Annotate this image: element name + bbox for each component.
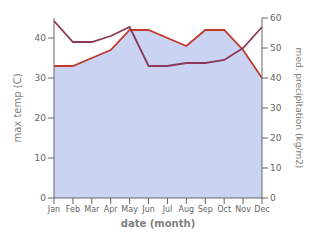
- svg-text:30: 30: [35, 73, 47, 83]
- svg-text:date (month): date (month): [121, 218, 195, 229]
- svg-text:Jan: Jan: [47, 205, 60, 214]
- svg-text:Mar: Mar: [84, 205, 100, 214]
- svg-text:20: 20: [35, 113, 47, 123]
- svg-text:30: 30: [270, 103, 282, 113]
- svg-text:max temp (C): max temp (C): [12, 73, 23, 142]
- svg-text:40: 40: [270, 73, 282, 83]
- svg-text:Jul: Jul: [162, 205, 173, 214]
- svg-text:0: 0: [40, 193, 46, 203]
- svg-text:Aug: Aug: [179, 205, 195, 214]
- svg-text:May: May: [121, 205, 138, 214]
- svg-text:Feb: Feb: [66, 205, 80, 214]
- svg-text:0: 0: [270, 193, 276, 203]
- svg-text:Nov: Nov: [235, 205, 251, 214]
- svg-text:40: 40: [35, 33, 47, 43]
- svg-text:50: 50: [270, 43, 282, 53]
- svg-text:10: 10: [35, 153, 47, 163]
- svg-text:Jun: Jun: [141, 205, 155, 214]
- svg-text:10: 10: [270, 163, 282, 173]
- svg-text:Sep: Sep: [198, 205, 213, 214]
- svg-text:Apr: Apr: [104, 205, 119, 214]
- svg-text:med. precipitation (kg/m2): med. precipitation (kg/m2): [294, 48, 304, 169]
- svg-text:Dec: Dec: [254, 205, 269, 214]
- svg-text:Oct: Oct: [217, 205, 231, 214]
- svg-text:20: 20: [270, 133, 282, 143]
- svg-text:60: 60: [270, 13, 282, 23]
